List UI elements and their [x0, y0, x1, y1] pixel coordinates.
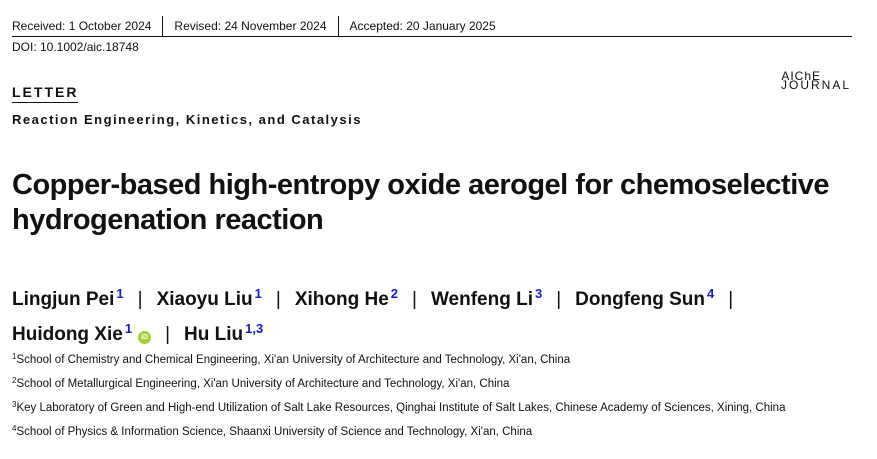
orcid-icon[interactable]: iD — [138, 331, 152, 344]
author-separator: | — [165, 324, 170, 345]
author-list: Lingjun Pei 1 | Xiaoyu Liu 1 | Xihong He 2 | Wenf… — [12, 279, 862, 349]
doi[interactable]: DOI: 10.1002/aic.18748 — [12, 40, 139, 54]
section-label: Reaction Engineering, Kinetics, and Cata… — [12, 112, 362, 127]
affiliation-link[interactable]: 3 — [534, 286, 543, 301]
date-separator — [162, 15, 164, 37]
affiliation-number: 3 — [12, 400, 17, 409]
affiliation-number: 2 — [12, 376, 17, 385]
affiliation-number: 1 — [12, 352, 17, 361]
affiliation-text: School of Metallurgical Engineering, Xi'… — [16, 378, 510, 390]
affiliation-link[interactable]: 2 — [390, 286, 398, 301]
revised-date: Revised: 24 November 2024 — [174, 19, 327, 33]
affiliation-link[interactable]: 4 — [706, 286, 715, 301]
affiliation-link[interactable]: 1 — [254, 286, 262, 301]
author[interactable]: Xihong He 2 — [294, 286, 398, 310]
author-name: Dongfeng Sun — [575, 289, 705, 310]
header-rule — [12, 36, 852, 37]
author-separator: | — [137, 289, 143, 310]
article-type: LETTER — [12, 84, 79, 103]
affiliation-number: 4 — [12, 424, 17, 433]
author-name: Lingjun Pei — [12, 289, 115, 310]
author-name: Wenfeng Li — [430, 289, 533, 310]
author[interactable]: Dongfeng Sun 4 — [575, 286, 715, 310]
article-dates: Received: 1 October 2024 Revised: 24 Nov… — [12, 15, 851, 37]
affiliation: 4School of Physics & Information Science… — [12, 421, 785, 445]
affiliation-link[interactable]: 1 — [116, 286, 124, 301]
date-separator — [337, 15, 339, 37]
affiliation: 1School of Chemistry and Chemical Engine… — [12, 349, 785, 373]
author[interactable]: Hu Liu 1,3 — [184, 321, 264, 345]
logo-line-2: JOURNAL — [780, 78, 851, 92]
author[interactable]: Huidong Xie 1 iD — [12, 321, 152, 345]
author-name: Xiaoyu Liu — [156, 289, 253, 310]
affiliation-list: 1School of Chemistry and Chemical Engine… — [12, 349, 785, 445]
affiliation-text: Key Laboratory of Green and High-end Uti… — [16, 402, 786, 414]
author-separator: | — [275, 289, 281, 310]
author[interactable]: Lingjun Pei 1 — [12, 286, 124, 310]
affiliation-link[interactable]: 1 — [124, 321, 133, 336]
paper-title: Copper-based high-entropy oxide aerogel … — [12, 169, 830, 236]
author[interactable]: Wenfeng Li 3 — [430, 286, 543, 310]
journal-logo: AIChE JOURNAL — [781, 70, 851, 91]
affiliation-link[interactable]: 1,3 — [245, 321, 264, 336]
author-separator: | — [556, 289, 562, 310]
accepted-date: Accepted: 20 January 2025 — [349, 19, 496, 33]
affiliation-text: School of Physics & Information Science,… — [16, 426, 533, 438]
received-date: Received: 1 October 2024 — [12, 19, 152, 33]
logo-line-1: AIChE — [781, 69, 821, 83]
author[interactable]: Xiaoyu Liu 1 — [156, 286, 262, 310]
author-separator: | — [412, 289, 417, 310]
author-name: Hu Liu — [184, 324, 244, 345]
author-name: Xihong He — [294, 289, 389, 310]
affiliation-text: School of Chemistry and Chemical Enginee… — [16, 354, 571, 366]
affiliation: 3Key Laboratory of Green and High-end Ut… — [12, 397, 785, 421]
author-name: Huidong Xie — [12, 324, 123, 345]
author-separator: | — [728, 289, 734, 310]
affiliation: 2School of Metallurgical Engineering, Xi… — [12, 373, 785, 397]
